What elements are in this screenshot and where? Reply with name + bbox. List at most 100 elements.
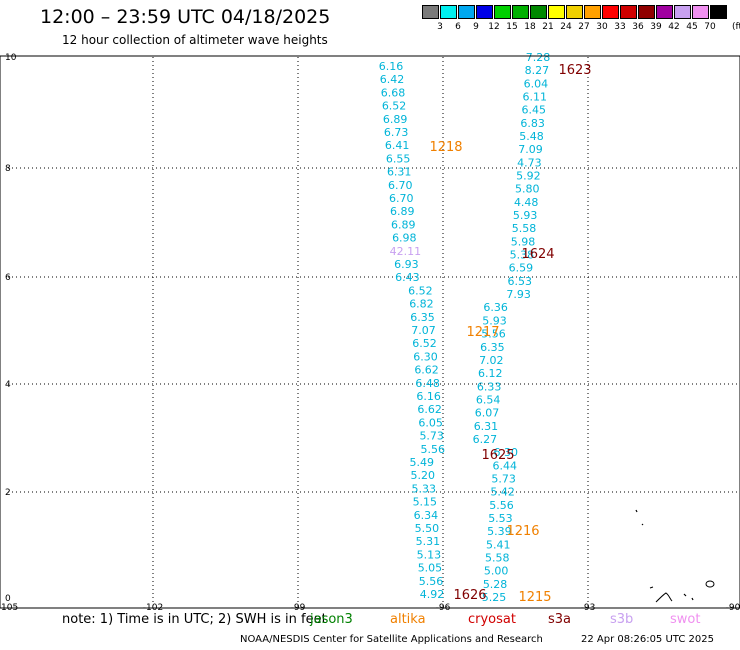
- wave-height-value: 6.52: [382, 100, 407, 113]
- wave-height-value: 6.43: [395, 271, 420, 284]
- colorbar-swatch: [458, 5, 475, 19]
- colorbar-tick-label: 18: [524, 22, 536, 32]
- wave-height-value: 5.58: [512, 222, 537, 235]
- wave-height-value: 5.00: [484, 565, 509, 578]
- colorbar-tick-label: 36: [632, 22, 644, 32]
- satellite-legend-s3b: s3b: [610, 612, 634, 627]
- wave-height-value: 6.12: [478, 367, 503, 380]
- colorbar-swatch: [566, 5, 583, 19]
- colorbar-swatch: [656, 5, 673, 19]
- track-id-label: 1216: [506, 524, 539, 539]
- track-id-label: 1623: [558, 63, 591, 78]
- wave-height-value: 6.41: [385, 139, 410, 152]
- wave-height-value: 5.56: [481, 328, 506, 341]
- colorbar-tick-label: 39: [650, 22, 662, 32]
- colorbar-tick-label: 70: [704, 22, 716, 32]
- wave-height-value: 6.55: [386, 152, 411, 165]
- colorbar-tick-label: 45: [686, 22, 698, 32]
- wave-height-value: 5.56: [489, 499, 514, 512]
- colorbar-tick-label: 30: [596, 22, 608, 32]
- wave-height-value: 6.62: [417, 403, 442, 416]
- colorbar-tick-label: 33: [614, 22, 626, 32]
- colorbar-swatch: [710, 5, 727, 19]
- wave-height-value: 6.70: [388, 179, 413, 192]
- wave-height-value: 6.89: [390, 205, 415, 218]
- wave-height-value: 6.82: [409, 298, 434, 311]
- wave-height-value: 6.62: [414, 364, 439, 377]
- track-id-label: 1624: [521, 247, 554, 262]
- track-id-label: 1215: [518, 590, 551, 605]
- wave-height-value: 6.83: [520, 117, 545, 130]
- satellite-legend-jason3: jason3: [310, 612, 353, 627]
- wave-height-value: 4.73: [517, 156, 542, 169]
- wave-height-value: 5.50: [415, 522, 440, 535]
- map-subtitle: 12 hour collection of altimeter wave hei…: [62, 33, 328, 47]
- wave-height-value: 5.25: [482, 591, 507, 604]
- wave-height-value: 5.39: [487, 525, 512, 538]
- wave-height-value: 5.80: [515, 183, 540, 196]
- track-a-wave-heights: 6.166.426.686.526.896.736.416.556.316.70…: [379, 60, 445, 601]
- wave-height-value: 6.33: [477, 380, 502, 393]
- wave-height-value: 6.48: [415, 377, 440, 390]
- wave-height-value: 5.42: [490, 486, 515, 499]
- wave-height-value: 6.52: [408, 284, 433, 297]
- colorbar-swatch: [620, 5, 637, 19]
- wave-height-value: 6.27: [473, 433, 498, 446]
- wave-height-value: 5.15: [413, 496, 438, 509]
- wave-height-value: 8.27: [525, 64, 550, 77]
- lat-lon-grid: [8, 57, 740, 608]
- wave-height-value: 6.68: [381, 86, 406, 99]
- wave-height-value: 6.59: [509, 262, 534, 275]
- wave-height-value: 6.54: [476, 393, 501, 406]
- colorbar-swatch: [602, 5, 619, 19]
- wave-height-value: 6.45: [521, 104, 546, 117]
- lat-tick-label: 6: [5, 273, 11, 283]
- colorbar-tick-label: 15: [506, 22, 518, 32]
- satellite-legend-altika: altika: [390, 612, 426, 627]
- wave-height-value: 5.93: [513, 209, 538, 222]
- wave-height-value: 4.48: [514, 196, 539, 209]
- wave-height-value: 6.44: [492, 459, 517, 472]
- wave-height-value: 5.92: [516, 170, 541, 183]
- colorbar-swatch: [674, 5, 691, 19]
- wave-height-value: 7.93: [506, 288, 531, 301]
- colorbar-swatch: [422, 5, 439, 19]
- wave-height-value: 6.30: [494, 446, 519, 459]
- wave-height-value: 5.56: [419, 575, 444, 588]
- wave-height-value: 42.11: [390, 245, 422, 258]
- wave-height-value: 7.07: [411, 324, 436, 337]
- wave-height-value: 7.02: [479, 354, 504, 367]
- wave-height-value: 6.31: [387, 166, 412, 179]
- colorbar-swatch: [476, 5, 493, 19]
- colorbar-tick-label: 3: [437, 22, 443, 32]
- wave-height-value: 6.70: [389, 192, 414, 205]
- colorbar-swatch: [440, 5, 457, 19]
- wave-height-value: 5.38: [510, 249, 535, 262]
- wave-height-value: 4.92: [420, 588, 445, 601]
- wave-height-value: 5.73: [419, 430, 444, 443]
- satellite-legend-s3a: s3a: [548, 612, 572, 627]
- wave-height-value: 7.09: [518, 143, 543, 156]
- colorbar-tick-label: 21: [542, 22, 554, 32]
- colorbar-tick-label: 24: [560, 22, 572, 32]
- wave-height-value: 5.93: [482, 314, 507, 327]
- wave-height-value: 5.73: [491, 472, 516, 485]
- wave-height-value: 6.73: [384, 126, 409, 139]
- wave-height-value: 6.53: [508, 275, 533, 288]
- coastline-outline: [635, 509, 715, 603]
- track-id-label: 1626: [453, 588, 486, 603]
- colorbar-swatch: [638, 5, 655, 19]
- colorbar-tick-label: 42: [668, 22, 680, 32]
- wave-height-value: 6.89: [383, 113, 408, 126]
- colorbar-tick-label: 6: [455, 22, 461, 32]
- track-id-labels: 1623 1218 1624 1217 1625 1216 1626 1215: [429, 63, 591, 605]
- lat-tick-label: 8: [5, 164, 11, 174]
- wave-height-value: 6.89: [391, 218, 416, 231]
- map-title: 12:00 – 23:59 UTC 04/18/2025: [40, 6, 331, 28]
- wave-height-value: 6.35: [480, 341, 505, 354]
- colorbar-swatch: [512, 5, 529, 19]
- wave-height-value: 5.20: [411, 469, 436, 482]
- track-b-wave-heights: 7.288.276.046.116.456.835.487.094.735.92…: [473, 51, 551, 604]
- wave-height-value: 5.98: [511, 235, 536, 248]
